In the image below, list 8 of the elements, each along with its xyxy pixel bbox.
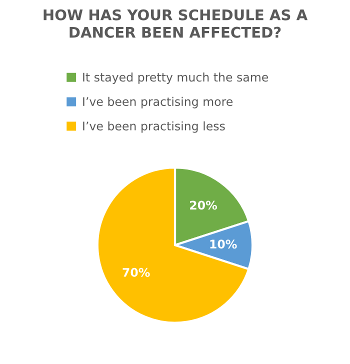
data-label: 10% [210, 240, 237, 249]
legend-label: I’ve been practising more [83, 96, 233, 108]
pie-slice [96, 166, 250, 324]
legend-label: I’ve been practising less [83, 121, 225, 133]
data-label: 20% [190, 200, 218, 210]
data-label: 70% [122, 268, 150, 277]
legend-label: It stayed pretty much the same [83, 72, 268, 84]
chart-title: HOW HAS YOUR SCHEDULE AS A DANCER BEEN AFFECTED? [44, 9, 308, 38]
